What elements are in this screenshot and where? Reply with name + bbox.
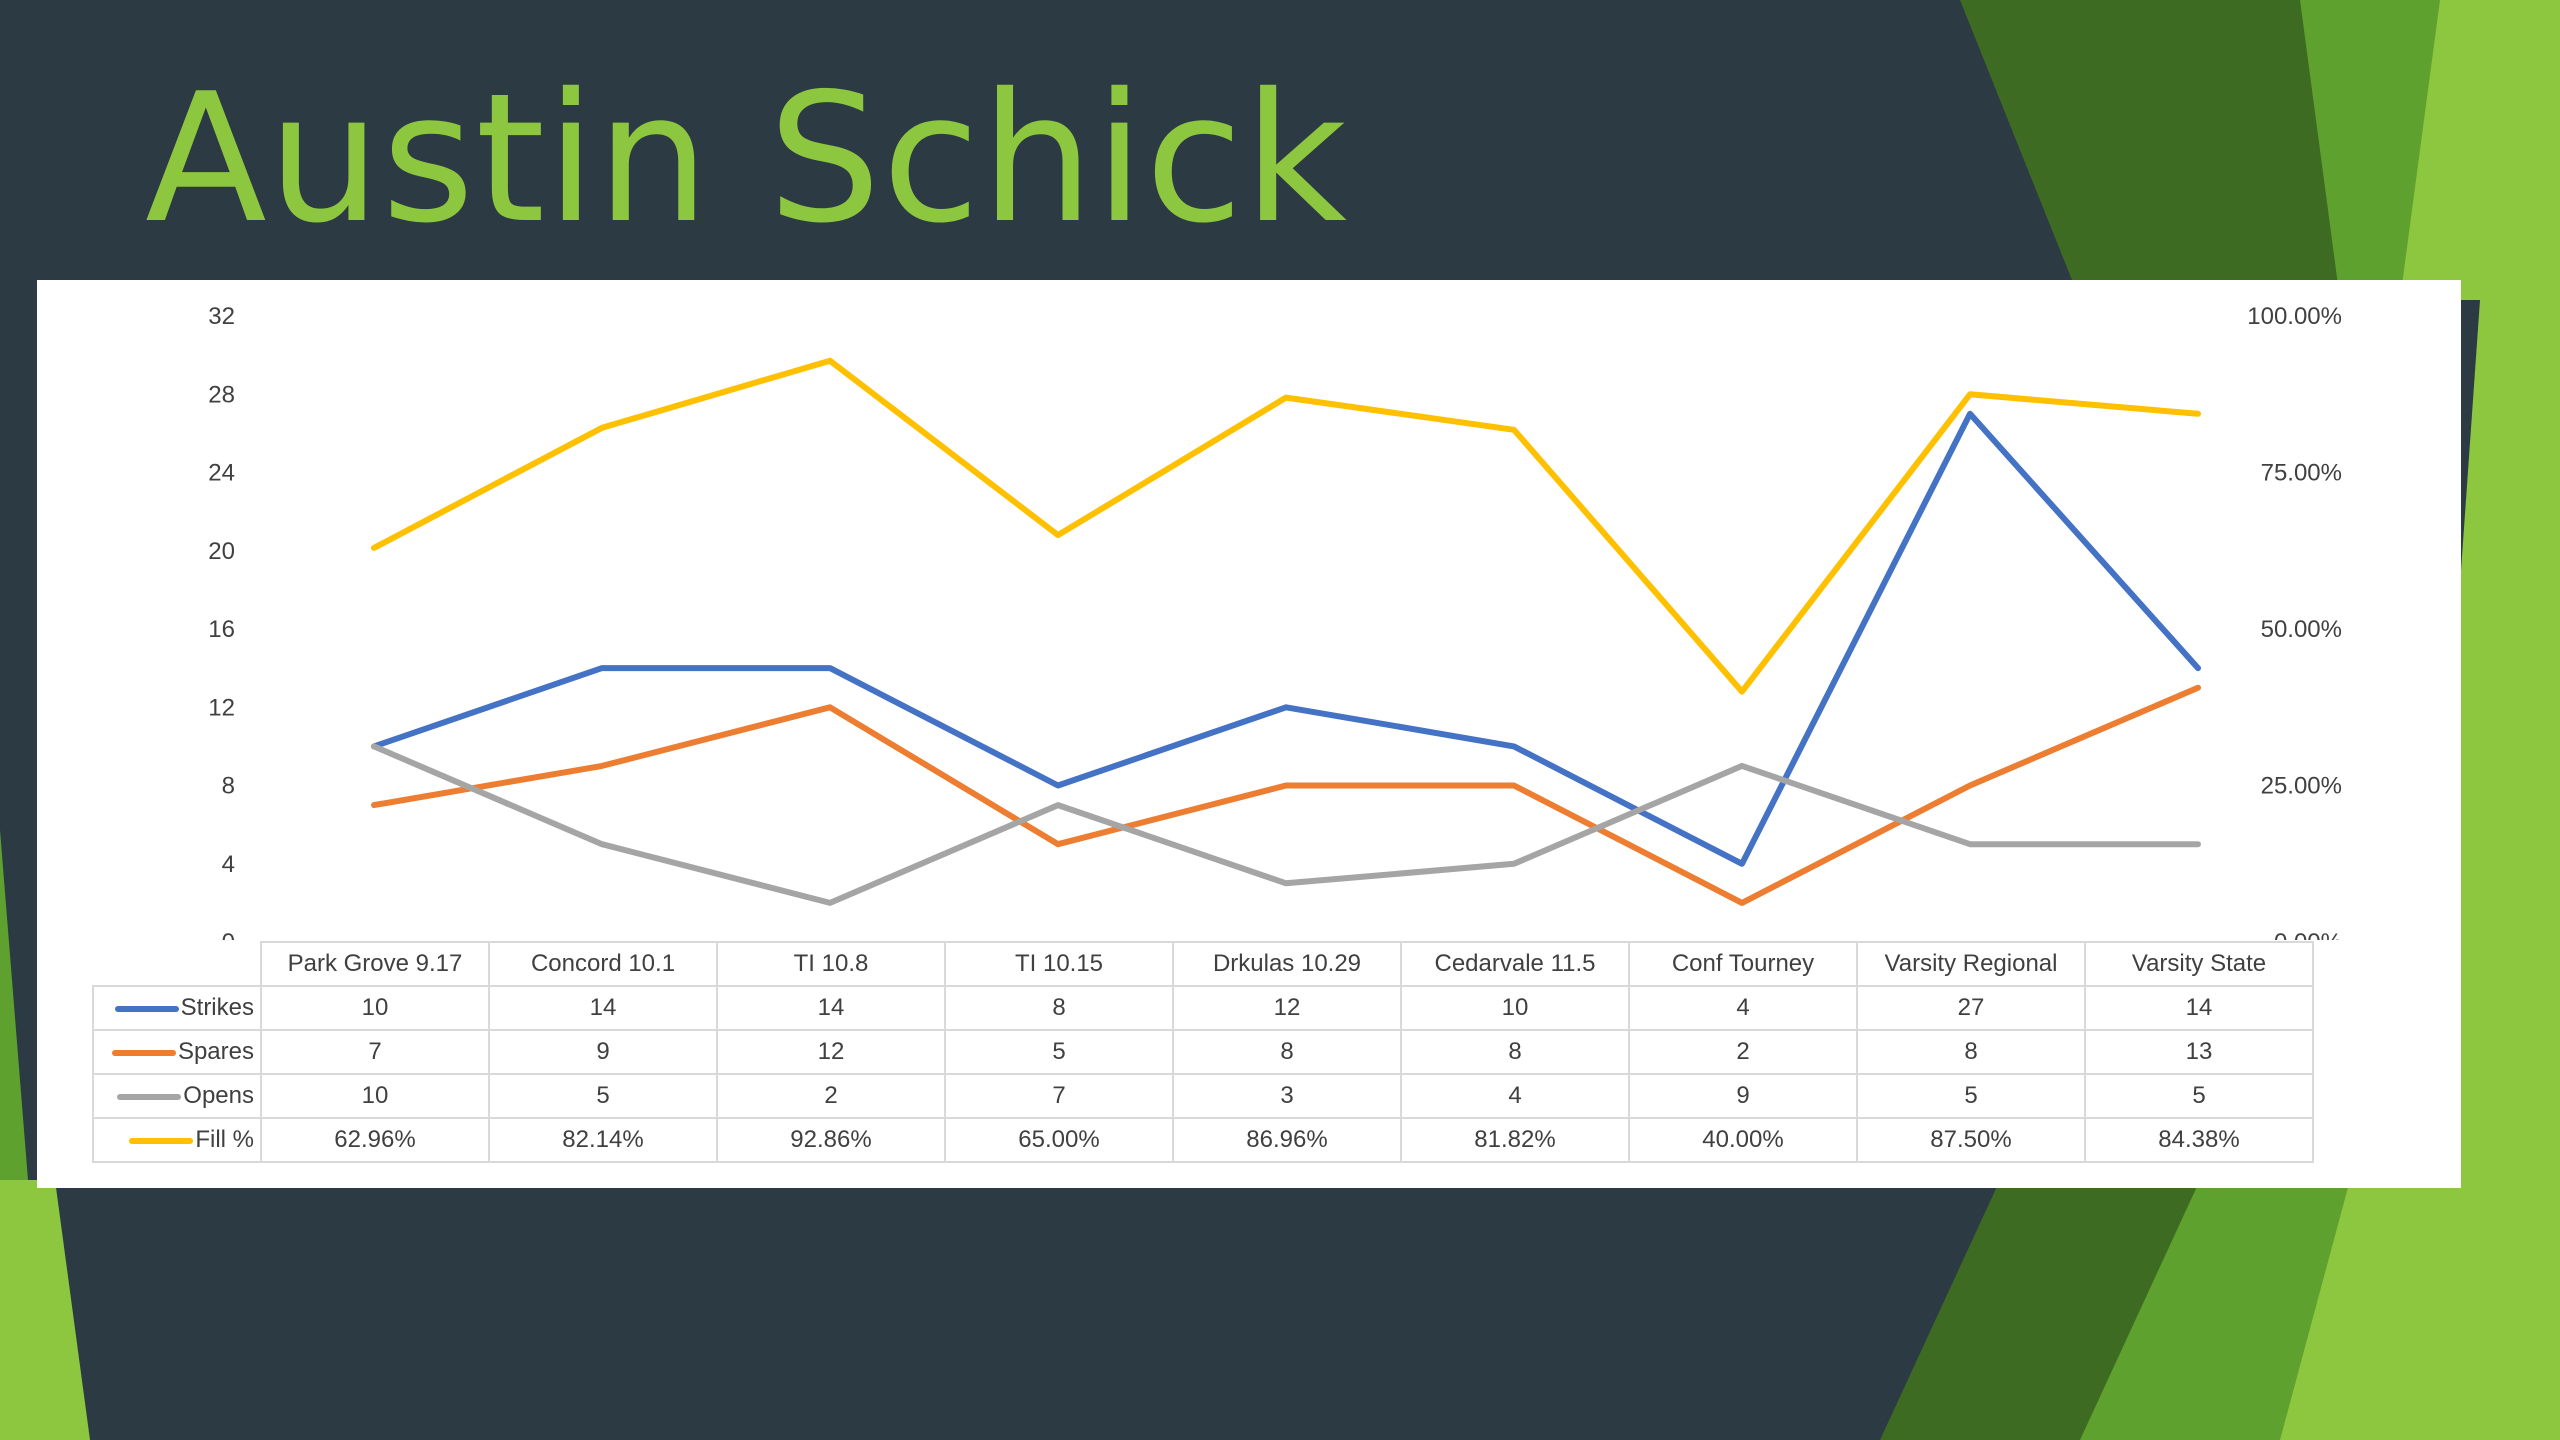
green-shape-left-upper (0, 830, 28, 1180)
category-label: Park Grove 9.17 (260, 941, 490, 987)
green-shape-bottom-light (2280, 1180, 2500, 1440)
left-tick-label: 20 (208, 538, 235, 565)
data-cell: 5 (1856, 1073, 2086, 1119)
data-cell: 2 (1628, 1029, 1858, 1075)
data-table: Park Grove 9.17 Concord 10.1 TI 10.8 TI 10.… (92, 941, 2314, 1163)
category-label: Cedarvale 11.5 (1400, 941, 1630, 987)
category-label: TI 10.8 (716, 941, 946, 987)
left-tick-label: 12 (208, 694, 235, 721)
data-cell: 14 (716, 985, 946, 1031)
data-cell: 9 (488, 1029, 718, 1075)
data-cell: 5 (488, 1073, 718, 1119)
series-legend-cell: Opens (92, 1073, 262, 1119)
right-tick-label: 50.00% (2261, 616, 2342, 643)
right-tick-label: 25.00% (2261, 773, 2342, 800)
data-cell: 4 (1400, 1073, 1630, 1119)
data-cell: 40.00% (1628, 1117, 1858, 1163)
table-row: Fill % 62.96% 82.14% 92.86% 65.00% 86.96% 81.8… (92, 1117, 2314, 1163)
table-header-row: Park Grove 9.17 Concord 10.1 TI 10.8 TI 10.… (93, 941, 2314, 987)
series-name: Strikes (180, 994, 254, 1021)
right-tick-label: 100.00% (2247, 303, 2342, 330)
right-tick-label: 75.00% (2261, 460, 2342, 487)
data-cell: 9 (1628, 1073, 1858, 1119)
series-name: Fill % (195, 1126, 254, 1153)
data-cell: 82.14% (488, 1117, 718, 1163)
data-cell: 12 (1172, 985, 1402, 1031)
data-cell: 5 (944, 1029, 1174, 1075)
series-line-3 (371, 357, 2201, 695)
legend-swatch (117, 1093, 182, 1100)
series-line-1 (371, 684, 2201, 906)
table-corner (93, 942, 262, 987)
data-cell: 10 (260, 985, 490, 1031)
data-cell: 8 (944, 985, 1174, 1031)
series-lines (371, 357, 2201, 906)
data-cell: 92.86% (716, 1117, 946, 1163)
series-line-2 (371, 743, 2201, 906)
series-legend-cell: Strikes (92, 985, 262, 1031)
line-chart: 0 4 8 12 16 20 24 28 32 0.00% 25.00% 50.00% 75.00% 1… (208, 303, 2342, 940)
series-legend-cell: Fill % (92, 1117, 262, 1163)
category-label: Concord 10.1 (488, 941, 718, 987)
category-label: TI 10.15 (944, 941, 1174, 987)
data-cell: 62.96% (260, 1117, 490, 1163)
left-tick-label: 0 (222, 929, 235, 940)
green-shape-left-lower (0, 1180, 90, 1440)
legend-swatch (111, 1049, 176, 1056)
category-label: Drkulas 10.29 (1172, 941, 1402, 987)
right-axis: 0.00% 25.00% 50.00% 75.00% 100.00% (2247, 303, 2342, 940)
left-tick-label: 32 (208, 303, 235, 330)
data-cell: 12 (716, 1029, 946, 1075)
left-tick-label: 4 (222, 851, 235, 878)
data-cell: 14 (488, 985, 718, 1031)
data-cell: 27 (1856, 985, 2086, 1031)
data-cell: 10 (1400, 985, 1630, 1031)
data-cell: 13 (2084, 1029, 2314, 1075)
data-cell: 8 (1856, 1029, 2086, 1075)
category-label: Conf Tourney (1628, 941, 1858, 987)
left-tick-label: 24 (208, 460, 235, 487)
data-cell: 87.50% (1856, 1117, 2086, 1163)
data-cell: 84.38% (2084, 1117, 2314, 1163)
series-name: Spares (177, 1038, 254, 1065)
category-label: Varsity Regional (1856, 941, 2086, 987)
data-cell: 3 (1172, 1073, 1402, 1119)
series-legend-cell: Spares (92, 1029, 262, 1075)
left-tick-label: 28 (208, 381, 235, 408)
data-cell: 86.96% (1172, 1117, 1402, 1163)
data-cell: 81.82% (1400, 1117, 1630, 1163)
data-cell: 10 (260, 1073, 490, 1119)
table-row: Opens 10 5 2 7 3 4 9 5 5 (92, 1073, 2314, 1119)
chart-panel: 048121620242832 0.00%25.00%50.00%75.00%1… (37, 280, 2461, 1188)
left-tick-label: 8 (222, 773, 235, 800)
data-cell: 2 (716, 1073, 946, 1119)
series-name: Opens (183, 1082, 254, 1109)
data-cell: 7 (944, 1073, 1174, 1119)
left-axis: 0 4 8 12 16 20 24 28 32 (208, 303, 235, 940)
data-cell: 8 (1172, 1029, 1402, 1075)
data-cell: 5 (2084, 1073, 2314, 1119)
data-cell: 14 (2084, 985, 2314, 1031)
green-shape-top-light (2400, 0, 2560, 300)
data-cell: 65.00% (944, 1117, 1174, 1163)
right-tick-label: 0.00% (2274, 929, 2342, 940)
data-cell: 4 (1628, 985, 1858, 1031)
legend-swatch (129, 1137, 194, 1144)
category-label: Varsity State (2084, 941, 2314, 987)
left-tick-label: 16 (208, 616, 235, 643)
table-row: Strikes 10 14 14 8 12 10 4 27 14 (92, 985, 2314, 1031)
data-cell: 8 (1400, 1029, 1630, 1075)
slide-title: Austin Schick (145, 55, 1349, 262)
table-row: Spares 7 9 12 5 8 8 2 8 13 (92, 1029, 2314, 1075)
data-cell: 7 (260, 1029, 490, 1075)
series-line-0 (371, 410, 2201, 867)
legend-swatch (114, 1005, 179, 1012)
